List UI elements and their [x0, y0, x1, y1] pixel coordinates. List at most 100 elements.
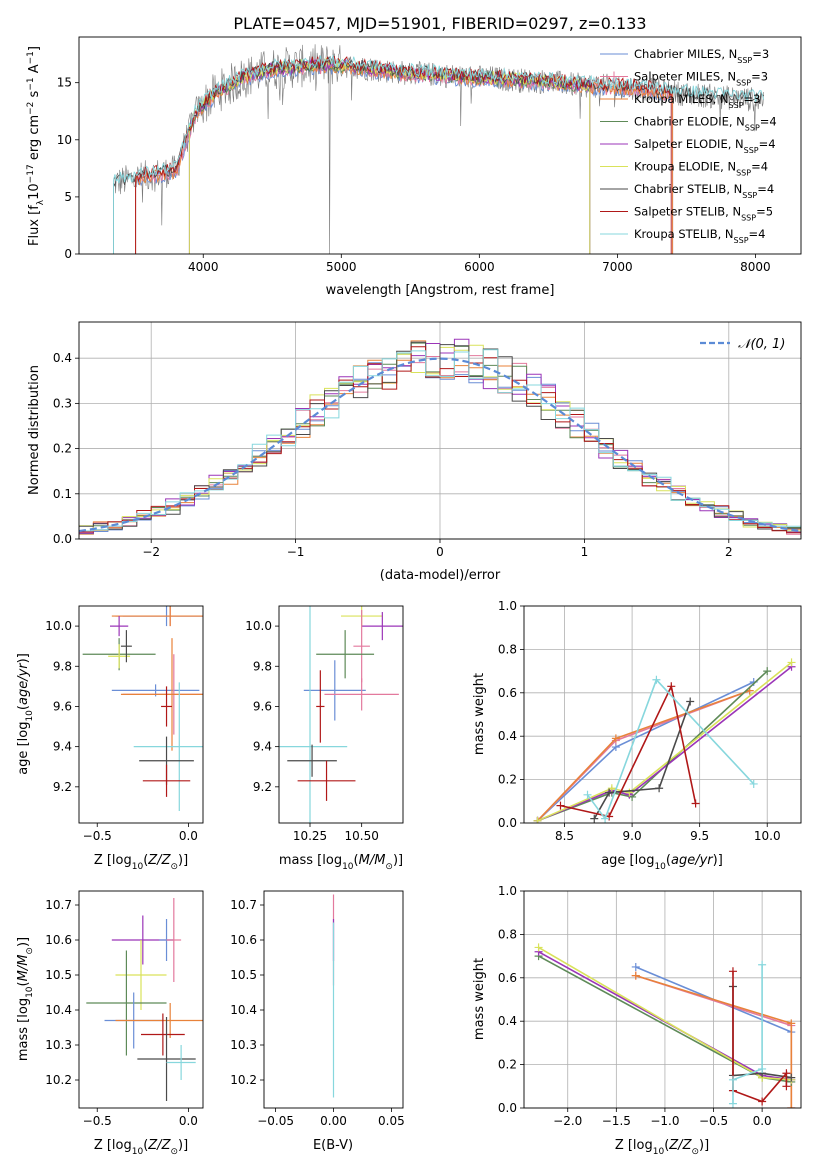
frame-spectrum: 4000 5000 6000 7000 8000 0 5 10 15 wavelength [An… [26, 36, 802, 298]
series-marker-kroupa_elodie [533, 816, 542, 823]
x-axis-label: Z [log10(Z/Z⊙)] [94, 1138, 188, 1157]
series-marker-chabrier_stelib [590, 814, 599, 823]
series-marker-chabrier_stelib [605, 788, 614, 797]
x-tick-label: −2 [142, 545, 160, 559]
y-tick-label: 0 [64, 247, 72, 261]
x-tick-label: −2.0 [553, 1114, 582, 1128]
y-tick-label: 0.8 [498, 927, 517, 941]
x-tick-label: 2 [725, 545, 733, 559]
y-tick-label: 0.4 [498, 1014, 517, 1028]
axes-frame [78, 605, 204, 824]
axes-residuals: −2 −1 0 1 2 0.0 0.1 0.2 0.3 0.4 (data-model)/error… [27, 321, 802, 583]
legend-n: =3 [751, 70, 768, 84]
series-line-salpeter_elodie [537, 666, 792, 822]
label-part: λ [36, 199, 46, 205]
label-part: )] [16, 937, 31, 947]
label-part: age/yr [16, 662, 31, 705]
label-part: )] [393, 853, 403, 868]
label-part: M/M [359, 853, 386, 868]
x-tick-label: −0.5 [83, 829, 112, 843]
label-part: 10 [25, 710, 35, 722]
legend-sub: SSP [736, 168, 751, 177]
series-marker-kroupa_stelib [758, 960, 767, 969]
x-tick-label: 5000 [326, 260, 357, 274]
label-part: −1 [26, 51, 36, 64]
y-axis-label: mass [log10(M/M⊙)] [16, 937, 35, 1061]
label-part: erg cm [27, 115, 42, 164]
x-axis-label: wavelength [Angstrom, rest frame] [326, 283, 555, 298]
label-part: 10 [653, 1147, 665, 1157]
x-tick-label: 10.0 [754, 829, 781, 843]
frame-mass-vs-Z: −0.5 0.010.210.310.410.510.610.7Z [log10(… [16, 890, 204, 1157]
y-tick-label: 1.0 [498, 599, 517, 613]
legend-gaussian-label: 𝒩(0, 1) [738, 337, 785, 352]
series-line-salpeter_stelib [560, 683, 697, 818]
frame-weight-vs-age: 8.5 9.0 9.5 10.0 0.0 0.2 0.4 0.6 0.8 1.0 age [log1… [472, 599, 802, 872]
y-tick-label: 10.5 [45, 968, 72, 982]
frame-mass-vs-EBV: −0.05 0.00 0.05 10.2 10.3 10.4 10.5 10.6 10.7 E(B… [230, 890, 405, 1153]
y-tick-label: 10.0 [245, 619, 272, 633]
plot-area-residuals [79, 338, 801, 538]
legend-text: Salpeter STELIB, N [634, 205, 741, 219]
axes-frame [78, 890, 204, 1109]
y-tick-label: 10.3 [45, 1038, 72, 1052]
frame-age-vs-mass: 10.25 10.50 9.2 9.4 9.6 9.8 10.0 mass [log10(M/… [245, 605, 404, 872]
y-tick-label: 0.6 [498, 686, 517, 700]
x-axis-label: Z [log10(Z/Z⊙)] [94, 853, 188, 872]
y-tick-label: 9.6 [253, 699, 272, 713]
y-axis-label: mass weight [472, 958, 487, 1040]
legend-n: =3 [744, 92, 761, 106]
series-marker-kroupa_elodie [787, 658, 796, 667]
plot-area-age-vs-Z [82, 606, 203, 811]
y-tick-label: 9.8 [53, 659, 72, 673]
label-part: ⊙ [385, 862, 393, 872]
x-axis-label: mass [log10(M/M⊙)] [279, 853, 403, 872]
model-spectrum-chabrier_elodie [188, 59, 591, 254]
axes-age-vs-Z: −0.5 0.09.29.49.69.810.0Z [log10(Z/Z⊙)]ag… [16, 605, 204, 872]
label-part: ⊙ [170, 1147, 178, 1157]
legend-n: =4 [751, 160, 768, 174]
series-marker-kroupa_elodie [607, 784, 616, 793]
y-tick-label: 10.2 [45, 1073, 72, 1087]
series-marker-kroupa_miles [787, 1104, 796, 1108]
legend-entry: Salpeter MILES, NSSP=3 [634, 70, 768, 88]
series-marker-kroupa_stelib [749, 779, 758, 788]
series-marker-kroupa_stelib [728, 1099, 737, 1108]
y-axis-label: mass weight [472, 673, 487, 755]
legend-n: =4 [760, 115, 777, 129]
plot-area-mass-vs-Z [86, 898, 203, 1101]
y-tick-label: 9.2 [253, 780, 272, 794]
x-tick-label: −0.5 [83, 1114, 112, 1128]
x-tick-label: 10.25 [293, 829, 327, 843]
frame-age-vs-Z: −0.5 0.09.29.49.69.810.0Z [log10(Z/Z⊙)]ag… [16, 605, 204, 872]
legend-sub: SSP [742, 191, 757, 200]
legend-entry: Chabrier STELIB, NSSP=4 [634, 182, 774, 200]
y-tick-label: 0.0 [53, 532, 72, 546]
frame-residuals: −2 −1 0 1 2 0.0 0.1 0.2 0.3 0.4 (data-model)/error… [27, 321, 802, 583]
y-tick-label: 5 [64, 190, 72, 204]
series-line-salpeter_stelib [732, 971, 788, 1103]
label-part: mass [log [16, 998, 31, 1061]
model-spectrum-kroupa_elodie [188, 57, 591, 254]
legend-n: =4 [757, 182, 774, 196]
series-line-chabrier_miles [536, 681, 755, 822]
x-tick-label: 10.50 [344, 829, 378, 843]
legend-entry: Salpeter ELODIE, NSSP=4 [634, 137, 776, 155]
axes-weight-vs-age: 8.5 9.0 9.5 10.0 0.0 0.2 0.4 0.6 0.8 1.0 age [log1… [472, 599, 802, 872]
label-part: )] [16, 653, 31, 663]
x-axis-label: Z [log10(Z/Z⊙)] [615, 1138, 709, 1157]
axes-frame [523, 890, 802, 1109]
y-tick-label: 0.1 [53, 487, 72, 501]
series-marker-kroupa_stelib [652, 675, 661, 684]
series-marker-chabrier_stelib [787, 1073, 796, 1082]
x-tick-label: 1 [581, 545, 589, 559]
label-part: )] [178, 853, 188, 868]
plot-area-weight-vs-age [533, 658, 796, 823]
x-tick-label: −1.5 [602, 1114, 631, 1128]
label-part: ( [16, 705, 31, 710]
axes-spectrum: 4000 5000 6000 7000 8000 0 5 10 15 wavelength [An… [26, 36, 802, 298]
label-part: ( [664, 1138, 669, 1153]
label-part: Z/Z [147, 853, 171, 868]
